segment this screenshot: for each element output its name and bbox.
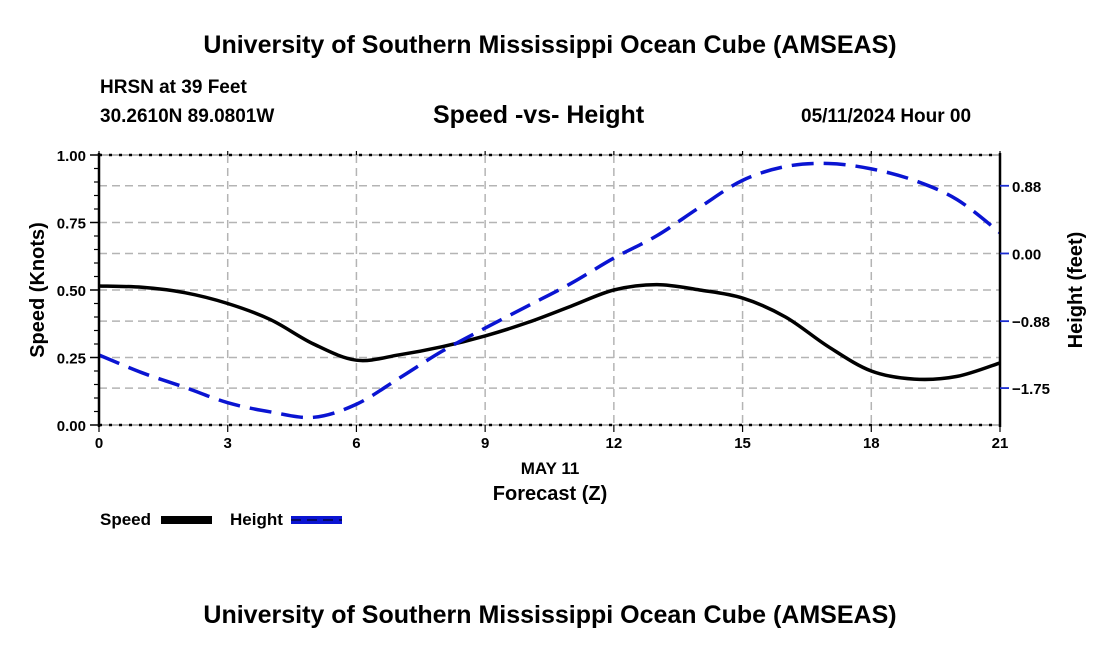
y-tick-label: 0.25 — [57, 351, 86, 368]
y-axis-label: Speed (Knots) — [27, 222, 49, 358]
series-layer — [98, 161, 1002, 420]
legend-speed-label: Speed — [100, 510, 152, 529]
y2-tick-label: 0.00 — [1012, 246, 1041, 263]
x-tick-label: 15 — [734, 435, 751, 452]
x-tick-label: 21 — [992, 435, 1009, 452]
coordinates-label: 30.2610N 89.0801W — [100, 106, 275, 127]
series-line-height — [98, 161, 1002, 420]
station-label: HRSN at 39 Feet — [100, 77, 247, 98]
y-tick-label: 0.50 — [57, 283, 86, 300]
datetime-label: 05/11/2024 Hour 00 — [801, 106, 972, 127]
legend-height-label: Height — [230, 510, 283, 529]
x-axis-label: Forecast (Z) — [493, 483, 607, 505]
legend-speed-swatch — [161, 516, 212, 524]
legend-height-swatch — [291, 516, 342, 524]
x-axis-date-label: MAY 11 — [521, 459, 580, 478]
grid — [99, 155, 1000, 425]
x-tick-label: 9 — [481, 435, 489, 452]
y-tick-label: 0.75 — [57, 216, 86, 233]
y2-tick-label: −1.75 — [1012, 381, 1050, 398]
top-title: University of Southern Mississippi Ocean… — [203, 31, 897, 59]
y2-tick-label: 0.88 — [1012, 179, 1041, 196]
y-tick-label: 1.00 — [57, 148, 86, 165]
x-tick-label: 12 — [606, 435, 623, 452]
x-tick-label: 18 — [863, 435, 880, 452]
x-tick-label: 0 — [95, 435, 103, 452]
y-tick-label: 0.00 — [57, 418, 86, 435]
bottom-title: University of Southern Mississippi Ocean… — [203, 601, 897, 629]
x-tick-label: 3 — [224, 435, 232, 452]
series-line-speed — [98, 282, 1001, 382]
y2-axis-label: Height (feet) — [1065, 232, 1087, 349]
chart-title: Speed -vs- Height — [433, 101, 645, 129]
y2-tick-label: −0.88 — [1012, 314, 1050, 331]
x-tick-label: 6 — [352, 435, 360, 452]
axes: 0.00 0.25 0.50 0.75 1.00 0.88 0.00 −0.88 −1.75 0 3… — [57, 148, 1050, 452]
